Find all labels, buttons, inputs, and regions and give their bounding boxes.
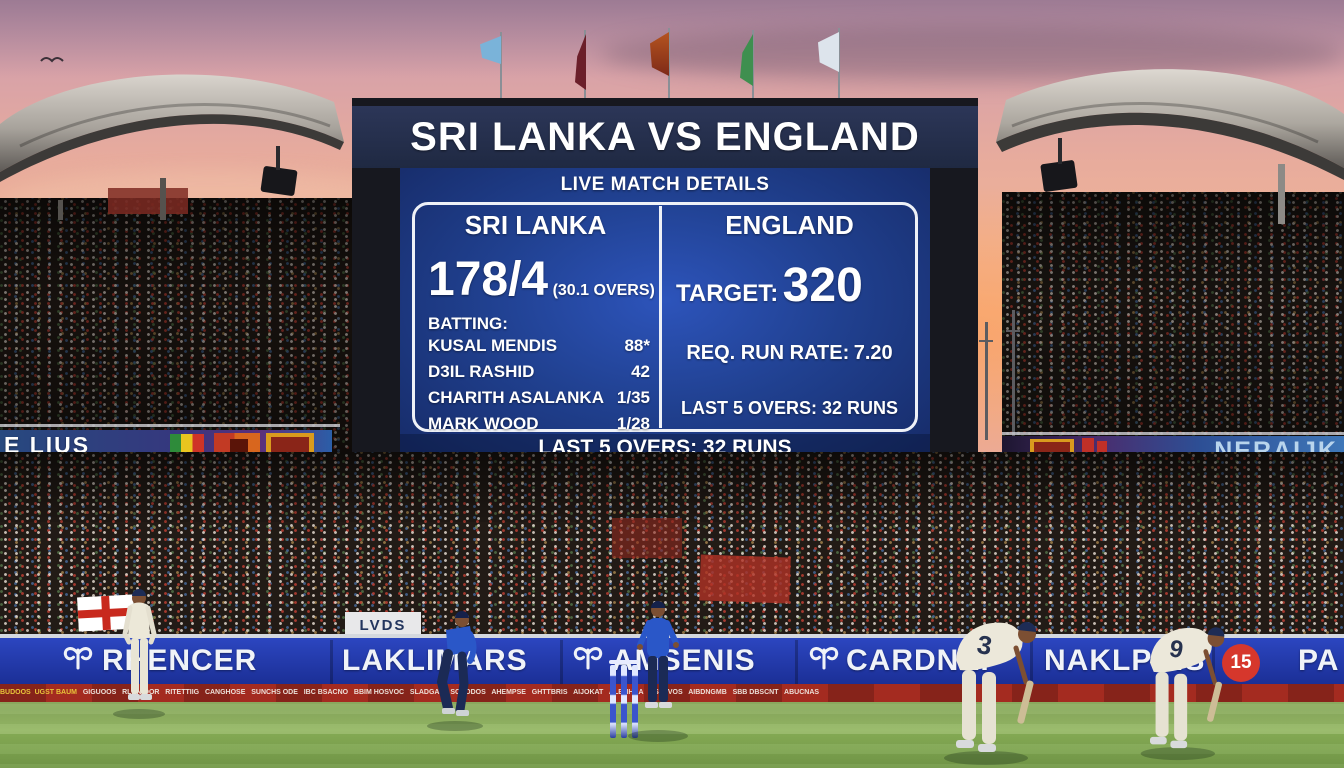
right-stand-shade: [1002, 192, 1344, 458]
floodlight-mast: [1012, 310, 1015, 440]
batter-score: 1/35: [616, 388, 650, 407]
batter-name: D3IL RASHID: [428, 362, 535, 381]
batting-label: BATTING:: [428, 314, 508, 333]
england-target: TARGET: 320: [676, 258, 912, 313]
bird-icon: [40, 57, 64, 63]
flagpole: [752, 30, 754, 98]
ad-board-row: [0, 638, 1344, 684]
right-stand-roof: [996, 69, 1344, 224]
crowd-shade: [0, 452, 1344, 522]
batter-score: 88*: [624, 336, 650, 355]
floodlight-mast: [985, 322, 988, 440]
shirt-number-near: 3: [975, 629, 994, 661]
mast-crossbar: [1006, 330, 1020, 332]
flag-sri-lanka: [650, 32, 669, 76]
crowd-banner: LVDS: [345, 612, 421, 638]
ad-brand: PA: [1298, 644, 1340, 677]
flag-blue: [480, 36, 501, 64]
bowler-blue: [628, 601, 688, 742]
req-rate-label: REQ. RUN RATE:: [686, 342, 850, 364]
left-stand-shade: [0, 198, 352, 456]
flag-maroon: [575, 34, 586, 90]
left-railing: [0, 424, 340, 427]
score-value: 178/4: [428, 253, 549, 306]
match-title: SRI LANKA VS ENGLAND: [410, 114, 920, 159]
team-name-sri-lanka: SRI LANKA: [464, 210, 607, 240]
batter-name: MARK WOOD: [428, 414, 539, 433]
strip-tokens-yellow: BUDOOS UGST BAUM: [0, 689, 77, 696]
flagpole: [668, 28, 670, 98]
stumps: [609, 660, 639, 738]
board-seam: [560, 640, 563, 684]
cloud-streak: [0, 0, 1344, 78]
board-seam: [795, 640, 798, 684]
scoreboard-subtitle: LIVE MATCH DETAILS: [560, 174, 770, 195]
batting-row: MARK WOOD 1/28: [428, 414, 650, 434]
batting-row: KUSAL MENDIS 88*: [428, 336, 650, 356]
ram-logo-icon: [809, 647, 839, 670]
fielder-blue-crouching: [427, 611, 483, 731]
fielder-white: [113, 589, 165, 719]
board-seam: [330, 640, 333, 684]
ad-brand: RHENCER: [102, 644, 258, 677]
england-last-five: LAST 5 OVERS: 32 RUNS: [680, 398, 899, 418]
batting-list: KUSAL MENDIS 88* D3IL RASHID 42 CHARITH …: [428, 336, 650, 434]
mast-crossbar: [979, 340, 993, 342]
strip-tokens: GIGUOOS RLBNIOOR RITETTIIG CANGHOSE SUNC…: [77, 689, 820, 696]
panel-divider: [659, 206, 662, 428]
batter-name: KUSAL MENDIS: [428, 336, 558, 355]
batting-row: CHARITH ASALANKA 1/35: [428, 388, 650, 408]
req-run-rate: REQ. RUN RATE: 7.20: [661, 342, 918, 365]
target-label: TARGET:: [676, 280, 779, 307]
batter-score: 1/28: [616, 414, 650, 433]
ad-brand: LAKLIMARS: [342, 644, 528, 677]
scoreboard-screen: [400, 168, 930, 462]
flagpole: [500, 32, 502, 98]
red-wall-banner: [108, 188, 188, 214]
crowd-banner-text: LVDS: [359, 616, 407, 634]
red-crowd-flag: [699, 554, 791, 604]
scoreboard-header: SRI LANKA VS ENGLAND: [352, 106, 978, 168]
overs-value: (30.1 OVERS): [552, 282, 655, 299]
team-name-england: ENGLAND: [725, 210, 854, 240]
red-crowd-flag: [612, 518, 682, 558]
board-seam: [1212, 640, 1215, 684]
flagpole: [838, 28, 840, 98]
red-circle-logo: 15: [1222, 644, 1260, 682]
batting-row: D3IL RASHID 42: [428, 362, 650, 382]
batter-name: CHARITH ASALANKA: [428, 388, 604, 407]
batsman-near: 3: [944, 621, 1037, 765]
ram-logo-icon: [63, 647, 93, 670]
flag-emblem: [230, 439, 248, 453]
sponsor-strip: BUDOOS UGST BAUM GIGUOOS RLBNIOOR RITETT…: [0, 684, 1344, 702]
right-railing: [1002, 432, 1344, 435]
ram-logo-icon: [573, 647, 603, 670]
board-seam: [1030, 640, 1033, 684]
sri-lanka-score: 178/4 (30.1 OVERS): [428, 252, 658, 307]
left-stand-roof: [0, 74, 344, 220]
batsman-far: 9: [1140, 627, 1225, 761]
flag-inner: [271, 437, 309, 456]
req-rate-value: 7.20: [853, 342, 893, 364]
shirt-number-far: 9: [1167, 635, 1185, 664]
badge-text: 15: [1230, 652, 1252, 673]
batter-score: 42: [631, 362, 650, 381]
target-value: 320: [782, 259, 863, 312]
score-panel: [412, 202, 918, 432]
flag-white: [818, 32, 839, 72]
